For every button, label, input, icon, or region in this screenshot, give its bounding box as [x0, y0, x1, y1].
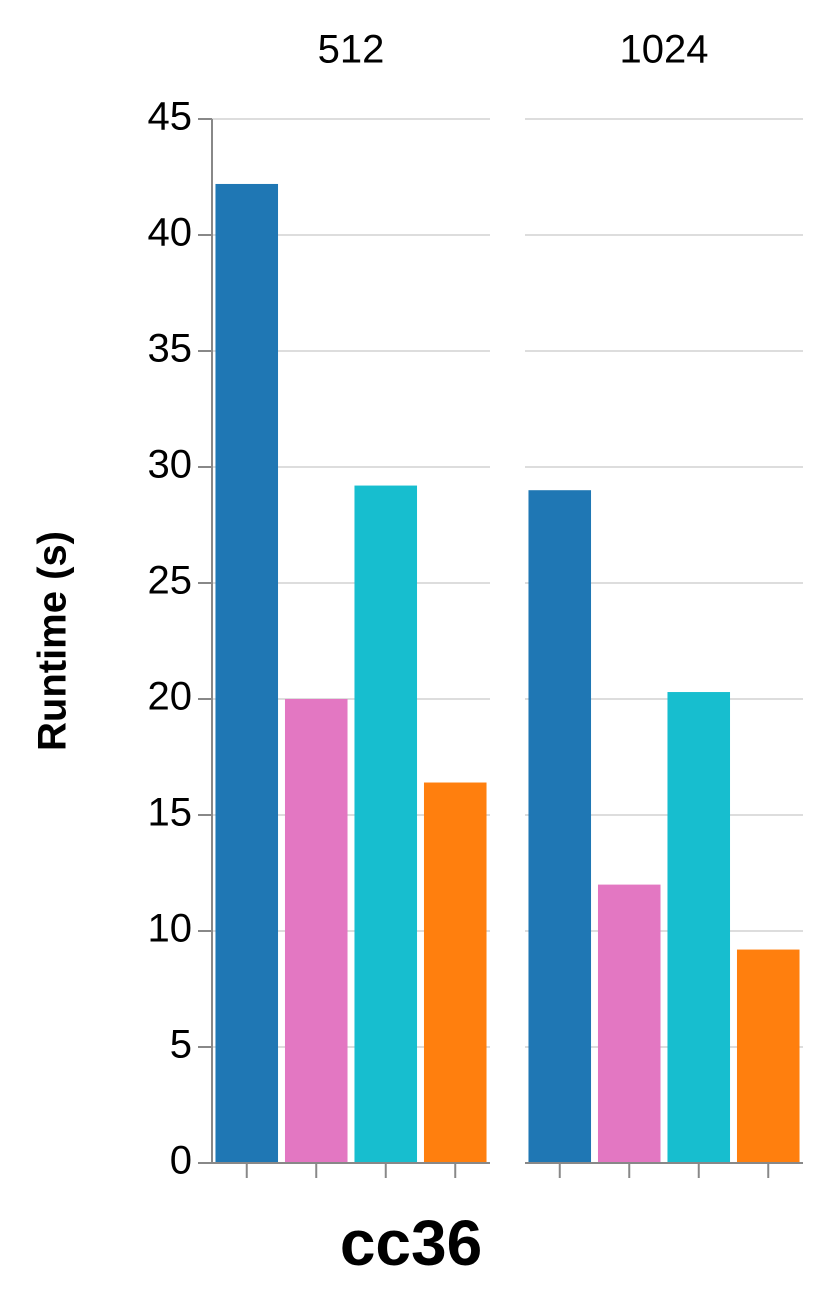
y-tick-label: 35: [148, 327, 193, 371]
bar: [736, 949, 800, 1163]
y-tick-label: 0: [170, 1139, 192, 1183]
bar: [215, 183, 279, 1163]
y-tick-label: 25: [148, 559, 193, 603]
bar: [528, 490, 592, 1163]
y-tick-label: 40: [148, 211, 193, 255]
y-tick-label: 30: [148, 443, 193, 487]
bar: [667, 692, 731, 1163]
bar: [284, 699, 348, 1163]
y-axis-label: Runtime (s): [31, 531, 75, 751]
bar: [423, 782, 487, 1163]
facet-title: 512: [318, 28, 385, 72]
bar: [354, 485, 418, 1163]
y-tick-label: 20: [148, 675, 193, 719]
facet-title: 1024: [620, 28, 709, 72]
y-tick-label: 45: [148, 95, 193, 139]
y-tick-label: 5: [170, 1023, 192, 1067]
bar: [597, 884, 661, 1163]
y-tick-label: 10: [148, 907, 193, 951]
x-axis-label: cc36: [340, 1207, 482, 1279]
y-tick-label: 15: [148, 791, 193, 835]
